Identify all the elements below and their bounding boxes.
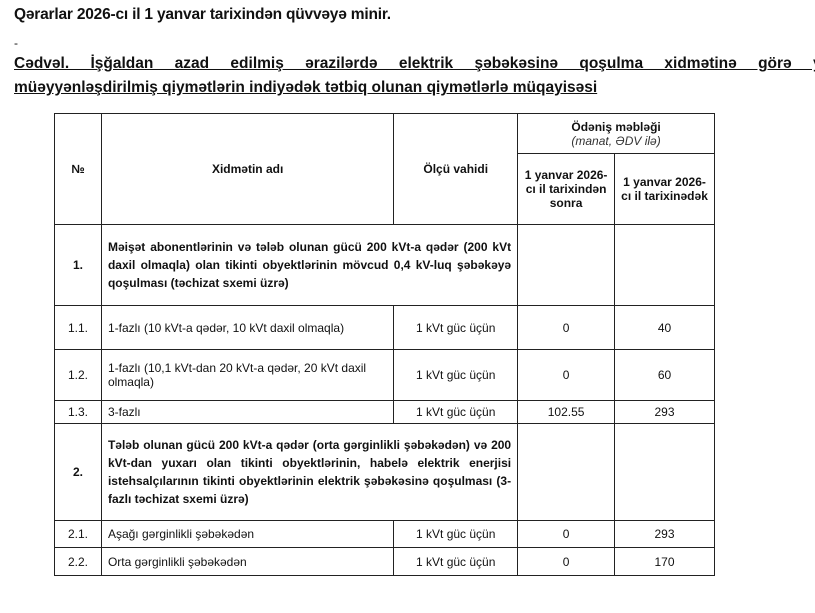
- row-before: 60: [614, 349, 715, 401]
- table-row: 1.1. 1-fazlı (10 kVt-a qədər, 10 kVt dax…: [54, 305, 715, 350]
- row-name: Məişət abonentlərinin və tələb olunan gü…: [100, 224, 519, 306]
- row-unit: 1 kVt güc üçün: [393, 547, 519, 576]
- row-unit: 1 kVt güc üçün: [393, 305, 519, 350]
- row-after: 102.55: [517, 400, 616, 424]
- table-row: 2.2. Orta gərginlikli şəbəkədən 1 kVt gü…: [54, 547, 715, 576]
- row-no: 1.: [54, 224, 102, 306]
- header-unit: Ölçü vahidi: [393, 113, 519, 225]
- row-before: 293: [614, 520, 715, 548]
- row-after: 0: [517, 349, 616, 401]
- header-payment: Ödəniş məbləği (manat, ƏDV ilə): [517, 113, 715, 154]
- row-name: 1-fazlı (10 kVt-a qədər, 10 kVt daxil ol…: [100, 305, 395, 350]
- row-no: 1.3.: [54, 400, 102, 424]
- row-before: 293: [614, 400, 715, 424]
- header-after: 1 yanvar 2026-cı il tarixindən sonra: [517, 153, 616, 225]
- payment-label: Ödəniş məbləği: [571, 119, 661, 134]
- table-row: 2. Tələb olunan gücü 200 kVt-a qədər (or…: [54, 423, 715, 521]
- row-no: 1.1.: [54, 305, 102, 350]
- row-name: 3-fazlı: [100, 400, 395, 424]
- row-after: 0: [517, 305, 616, 350]
- row-unit: 1 kVt güc üçün: [393, 400, 519, 424]
- empty-cell: [517, 224, 616, 306]
- price-table: № Xidmətin adı Ölçü vahidi Ödəniş məbləğ…: [54, 113, 715, 576]
- row-after: 0: [517, 520, 616, 548]
- row-name: Tələb olunan gücü 200 kVt-a qədər (orta …: [100, 423, 519, 521]
- row-unit: 1 kVt güc üçün: [393, 520, 519, 548]
- empty-cell: [614, 423, 715, 521]
- row-no: 2.: [54, 423, 102, 521]
- row-name: 1-fazlı (10,1 kVt-dan 20 kVt-a qədər, 20…: [100, 349, 395, 401]
- payment-note: (manat, ƏDV ilə): [571, 133, 661, 148]
- row-before: 170: [614, 547, 715, 576]
- row-name: Aşağı gərginlikli şəbəkədən: [100, 520, 395, 548]
- empty-cell: [614, 224, 715, 306]
- table-row: 2.1. Aşağı gərginlikli şəbəkədən 1 kVt g…: [54, 520, 715, 548]
- row-no: 2.2.: [54, 547, 102, 576]
- row-name: Orta gərginlikli şəbəkədən: [100, 547, 395, 576]
- row-before: 40: [614, 305, 715, 350]
- row-no: 1.2.: [54, 349, 102, 401]
- header-no: №: [54, 113, 102, 225]
- row-no: 2.1.: [54, 520, 102, 548]
- row-unit: 1 kVt güc üçün: [393, 349, 519, 401]
- row-after: 0: [517, 547, 616, 576]
- dash: -: [14, 36, 18, 50]
- header-name: Xidmətin adı: [100, 113, 395, 225]
- table-caption-line2: müəyyənləşdirilmiş qiymətlərin indiyədək…: [14, 79, 598, 96]
- header-before: 1 yanvar 2026-cı il tarixinədək: [614, 153, 715, 225]
- table-row: 1.2. 1-fazlı (10,1 kVt-dan 20 kVt-a qədə…: [54, 349, 715, 401]
- table-row: 1.3. 3-fazlı 1 kVt güc üçün 102.55 293: [54, 400, 715, 424]
- table-caption-line1: Cədvəl. İşğaldan azad edilmiş ərazilərdə…: [14, 55, 815, 72]
- table-row: 1. Məişət abonentlərinin və tələb olunan…: [54, 224, 715, 306]
- page-heading: Qərarlar 2026-cı il 1 yanvar tarixindən …: [14, 6, 391, 23]
- empty-cell: [517, 423, 616, 521]
